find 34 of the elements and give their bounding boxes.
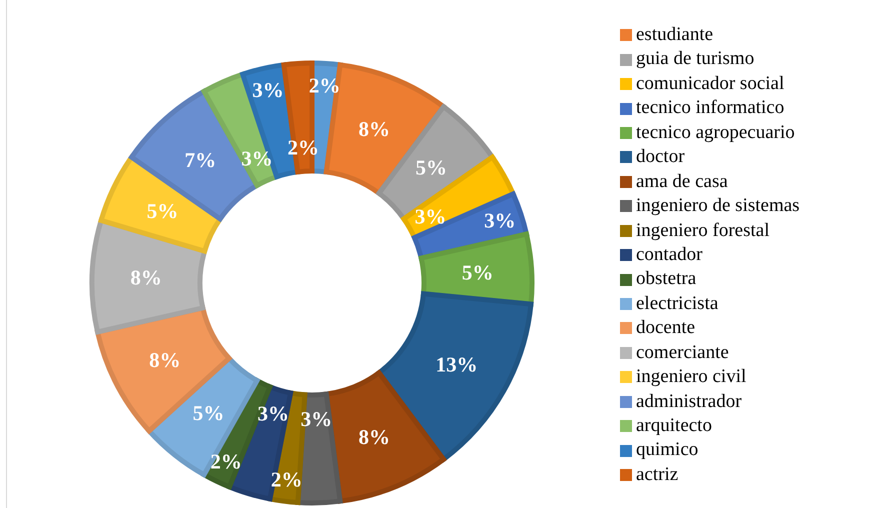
legend-label: obstetra [636, 267, 696, 292]
data-label: 3% [414, 204, 446, 228]
data-label: 2% [270, 467, 302, 492]
data-label: 8% [130, 266, 162, 290]
legend-label: arquitecto [636, 414, 712, 438]
legend-label: ingeniero de sistemas [636, 194, 800, 218]
data-label: 5% [146, 198, 178, 223]
legend-label: comunicador social [636, 72, 784, 96]
data-label: 3% [252, 78, 284, 102]
legend-label: docente [636, 316, 696, 340]
legend-label: tecnico informatico [636, 96, 784, 120]
data-label: 5% [192, 400, 224, 425]
data-label: 5% [462, 260, 494, 284]
legend-label: comerciante [636, 340, 729, 365]
legend-label: quimico [636, 438, 698, 462]
legend-label: ama de casa [636, 170, 728, 194]
data-label: 5% [415, 156, 447, 180]
data-label: 8% [358, 117, 390, 142]
data-label: 8% [358, 424, 390, 449]
legend-label: ingeniero forestal [636, 218, 770, 242]
data-label: 3% [258, 401, 290, 426]
legend-label: actriz [636, 462, 678, 487]
data-label: 7% [184, 148, 216, 172]
legend-label: guia de turismo [636, 47, 754, 72]
data-label: 8% [149, 348, 181, 372]
legend-label: tecnico agropecuario [636, 120, 795, 145]
legend-label: electricista [636, 292, 718, 316]
data-label: 3% [484, 208, 516, 233]
legend-label: estudiante [636, 23, 714, 47]
legend-label: administrador [636, 390, 742, 414]
legend-label: ingeniero civil [636, 365, 746, 390]
data-label: 13% [436, 352, 478, 376]
legend-label: doctor [636, 145, 685, 170]
legend-label: contador [636, 242, 702, 267]
